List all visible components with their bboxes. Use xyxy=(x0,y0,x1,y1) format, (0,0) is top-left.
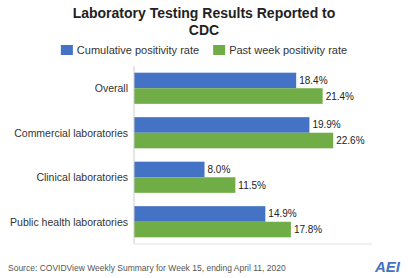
bar xyxy=(134,222,291,238)
bar xyxy=(134,162,205,178)
legend-label: Cumulative positivity rate xyxy=(77,44,199,56)
data-labels: 14.9% 8.0% 19.9% 18.4% 17.8% 11.5% 22.6% 21.4% xyxy=(208,75,365,235)
bar xyxy=(134,88,323,104)
legend-label: Past week positivity rate xyxy=(229,44,347,56)
legend-swatch xyxy=(61,45,73,55)
background xyxy=(0,0,408,278)
y-tick-label: Overall xyxy=(95,82,128,94)
data-label: 18.4% xyxy=(299,75,327,86)
y-tick-label: Commercial laboratories xyxy=(14,127,128,139)
y-tick-label: Clinical laboratories xyxy=(36,171,128,183)
bar xyxy=(134,177,235,193)
data-label: 14.9% xyxy=(268,208,296,219)
source-note: Source: COVIDView Weekly Summary for Wee… xyxy=(8,263,286,273)
data-label: 8.0% xyxy=(208,164,231,175)
bar xyxy=(134,206,265,222)
data-label: 21.4% xyxy=(326,91,354,102)
legend: Cumulative positivity rate Past week posi… xyxy=(61,44,347,56)
y-axis-line xyxy=(134,66,135,244)
bar xyxy=(134,133,333,149)
y-tick-label: Public health laboratories xyxy=(10,216,128,228)
x-axis-line xyxy=(134,244,372,245)
data-label: 11.5% xyxy=(238,180,266,191)
data-label: 19.9% xyxy=(312,119,340,130)
data-label: 17.8% xyxy=(294,224,322,235)
bar xyxy=(134,117,309,133)
bars xyxy=(134,73,333,238)
title: CDC xyxy=(189,22,219,38)
logo-text: AEI xyxy=(374,258,401,275)
y-axis: Public health laboratories Clinical labor… xyxy=(10,82,128,228)
legend-item: Past week positivity rate xyxy=(213,44,347,56)
title: Laboratory Testing Results Reported to xyxy=(73,5,336,21)
chart: Laboratory Testing Results Reported toCD… xyxy=(0,0,408,278)
data-label: 22.6% xyxy=(336,135,364,146)
bar xyxy=(134,73,296,89)
legend-swatch xyxy=(213,45,225,55)
legend-item: Cumulative positivity rate xyxy=(61,44,199,56)
